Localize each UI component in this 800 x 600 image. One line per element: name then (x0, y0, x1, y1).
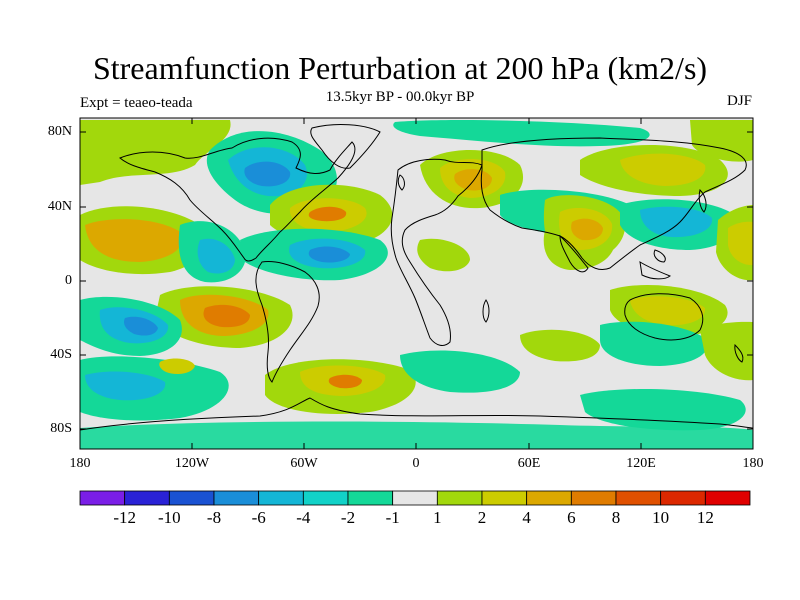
colorbar-swatch (168, 490, 215, 506)
contour-field (80, 118, 753, 449)
contour-negative-antarctic-band (80, 421, 753, 449)
lon-label-180w: 180 (69, 456, 91, 471)
colorbar-label: -10 (157, 508, 181, 527)
contour-positive-ne-arctic (690, 120, 753, 162)
lat-label-0: 0 (65, 273, 72, 288)
colorbar-label: 4 (522, 508, 531, 527)
colorbar-swatch (526, 490, 572, 506)
colorbar-swatch (660, 490, 706, 506)
colorbar-swatch (79, 490, 126, 506)
contour-positive-east-pacific-2 (85, 219, 182, 262)
lat-label-40n: 40N (47, 199, 72, 214)
contour-positive-far-south-east (700, 321, 753, 381)
lat-label-80s: 80S (50, 421, 72, 436)
colorbar-swatch (704, 490, 751, 506)
contour-positive-south-asia-core (571, 218, 603, 241)
contour-negative-southern-east (580, 388, 746, 431)
colorbar-label: 10 (652, 508, 670, 527)
colorbar-swatch (213, 490, 260, 506)
colorbar-swatch (124, 490, 170, 506)
lon-label-0: 0 (412, 456, 420, 471)
contour-negative-southern-pacific-inner (85, 371, 166, 401)
contour-positive-south-pacific-core (203, 304, 250, 328)
coastline-icon (80, 124, 753, 431)
contour-negative-west-pacific-inner (640, 206, 713, 238)
axis-ticks (80, 118, 753, 449)
colorbar-swatch (392, 490, 438, 506)
colorbar (79, 490, 751, 506)
colorbar-label: 2 (477, 508, 487, 527)
colorbar-label: -6 (251, 508, 266, 527)
colorbar-swatch (436, 490, 483, 506)
colorbar-label: 12 (696, 508, 714, 527)
colorbar-label: 6 (567, 508, 576, 527)
colorbar-label: -1 (385, 508, 400, 527)
experiment-label: Expt = teaeo-teada (80, 95, 193, 111)
contour-negative-north-america-core (244, 161, 291, 187)
contour-positive-siberia-2 (620, 153, 706, 186)
colorbar-label: -2 (340, 508, 356, 527)
contour-positive-southern-indian (520, 329, 600, 362)
contour-positive-far-west-pacific-2 (728, 221, 753, 266)
colorbar-label: -4 (296, 508, 311, 527)
contour-negative-south-indian-east (600, 321, 708, 366)
colorbar-swatch (570, 490, 617, 506)
colorbar-swatch (347, 490, 394, 506)
lon-label-60w: 60W (290, 456, 318, 471)
contour-negative-south-indian (400, 350, 520, 393)
contour-negative-arctic-strip (393, 120, 650, 147)
lon-label-120e: 120E (626, 456, 656, 471)
contour-negative-south-pacific-west-core (124, 316, 158, 336)
colorbar-swatch (302, 490, 349, 506)
plot-title: Streamfunction Perturbation at 200 hPa (… (92, 50, 708, 86)
colorbar-swatch (615, 490, 662, 506)
colorbar-swatch (481, 490, 528, 506)
colorbar-label: 8 (611, 508, 621, 527)
contour-positive-tropical-africa (417, 238, 470, 272)
contour-positive-europe-core (454, 169, 492, 191)
lon-label-60e: 60E (517, 456, 541, 471)
colorbar-label: -12 (113, 508, 136, 527)
contour-positive-south-atlantic-core (328, 374, 362, 389)
contour-negative-tropical-atlantic-core (308, 246, 350, 263)
colorbar-swatch (258, 490, 304, 506)
contour-negative-tropical-pacific-inner (197, 238, 235, 274)
plot-subtitle: 13.5kyr BP - 00.0kyr BP (325, 89, 475, 105)
season-label: DJF (726, 93, 752, 109)
colorbar-label: 1 (433, 508, 442, 527)
colorbar-label: -8 (206, 508, 222, 527)
contour-positive-north-atlantic-core (308, 206, 347, 222)
contour-positive-australia-2 (630, 296, 706, 326)
contour-positive-south-pacific-small (159, 358, 195, 374)
lat-label-40s: 40S (50, 347, 72, 362)
lon-label-120w: 120W (174, 456, 210, 471)
lon-label-180e: 180 (742, 456, 764, 471)
lat-label-80n: 80N (47, 124, 72, 139)
